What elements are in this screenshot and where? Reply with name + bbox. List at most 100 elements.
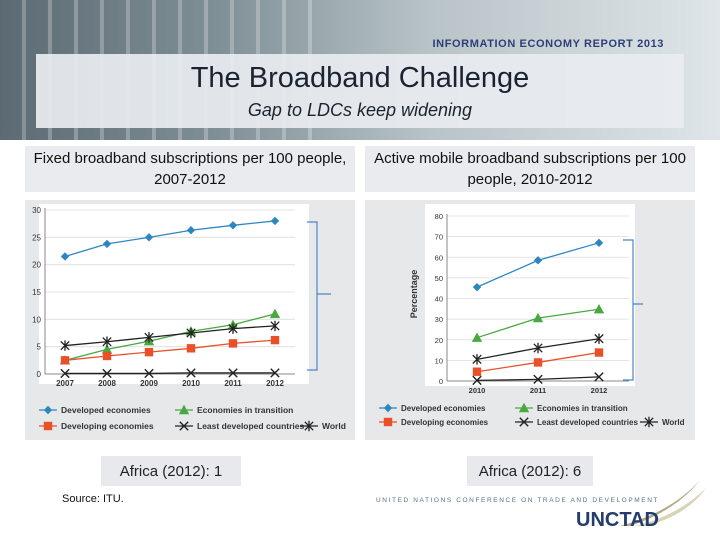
title-box: [36, 54, 684, 128]
chart-title-fixed: Fixed broadband subscriptions per 100 pe…: [25, 146, 355, 192]
point-economies-in-transition: [101, 344, 113, 354]
report-title: INFORMATION ECONOMY REPORT 2013: [432, 38, 664, 50]
plot-area: [39, 204, 309, 384]
legend-marker-world: [304, 420, 314, 432]
series-line-world: [64, 325, 276, 347]
y-axis-label: Percentage: [409, 270, 419, 319]
gap-bracket: [307, 221, 331, 371]
legend-label: World: [322, 421, 346, 431]
point-world: [594, 333, 604, 344]
x-tick-label: 2009: [140, 379, 158, 388]
point-developed-economies: [102, 239, 112, 249]
x-tick-label: 2010: [469, 386, 486, 395]
page-subtitle: Gap to LDCs keep widening: [247, 100, 473, 120]
point-developed-economies: [144, 233, 154, 242]
point-developed-economies: [270, 216, 280, 226]
point-economies-in-transition: [269, 308, 281, 319]
point-world: [144, 332, 154, 343]
point-developed-economies: [472, 282, 482, 292]
legend-label: Developed economies: [61, 405, 151, 415]
y-tick-label: 20: [32, 261, 41, 270]
legend-marker-world: [644, 416, 654, 428]
point-developing-economies: [594, 348, 604, 357]
chart-fixed-svg: 0 5 10 15 20 25 30 2007 2008 2009 2010 2011 2012 Deve…: [32, 204, 346, 432]
point-least-developed-countries: [144, 368, 154, 379]
point-developed-economies: [594, 238, 604, 248]
series-line-least-developed-countries: [65, 372, 275, 375]
y-tick-label: 0: [439, 377, 443, 386]
y-tick-label: 10: [32, 315, 41, 324]
source-note: Source: ITU.: [62, 493, 124, 505]
legend-label: Least developed countries: [537, 418, 638, 427]
point-least-developed-countries: [102, 368, 112, 379]
point-developed-economies: [186, 226, 196, 235]
point-world: [228, 323, 238, 334]
y-tick-label: 5: [37, 343, 42, 352]
point-developing-economies: [533, 358, 543, 367]
point-least-developed-countries: [594, 372, 604, 382]
y-tick-label: 0: [37, 370, 42, 379]
y-tick-label: 50: [435, 274, 443, 283]
point-world: [60, 340, 70, 351]
point-world: [186, 327, 196, 339]
legend-label: World: [662, 418, 685, 427]
y-tick-label: 80: [435, 212, 443, 221]
series-line-developing-economies: [64, 339, 276, 361]
point-developing-economies: [186, 344, 196, 353]
chart-fixed-broadband: 0 5 10 15 20 25 30 2007 2008 2009 2010 2011 2012 Deve…: [25, 200, 355, 440]
gap-bracket: [623, 239, 643, 381]
africa-note-fixed: Africa (2012): 1: [101, 456, 241, 486]
legend-marker-least-developed-countries: [519, 417, 529, 427]
legend-label: Economies in transition: [537, 404, 628, 413]
y-tick-label: 60: [435, 253, 443, 262]
page-title: The Broadband Challenge: [190, 62, 530, 94]
y-tick-label: 10: [435, 356, 443, 365]
legend-marker-least-developed-countries: [179, 421, 189, 431]
chart-mobile-svg: 0 10 20 30 40 50 60 70 80 2010 2011 2012 Percentage D…: [379, 204, 685, 428]
point-world: [472, 354, 482, 365]
y-tick-label: 20: [435, 336, 443, 345]
point-world: [533, 342, 543, 354]
point-developing-economies: [270, 335, 280, 345]
x-tick-label: 2012: [591, 386, 608, 395]
legend-marker-economies-in-transition: [518, 402, 530, 413]
x-tick-label: 2012: [266, 379, 284, 388]
point-economies-in-transition: [593, 304, 605, 314]
x-tick-label: 2011: [224, 379, 242, 388]
point-least-developed-countries: [472, 375, 482, 386]
point-developing-economies: [228, 339, 238, 348]
legend-marker-developing-economies: [383, 417, 393, 427]
series-line-developed-economies: [64, 220, 276, 258]
legend-label: Developed economies: [401, 404, 486, 413]
point-least-developed-countries: [60, 368, 70, 379]
legend-marker-developed-economies: [383, 403, 393, 413]
point-developing-economies: [144, 347, 154, 357]
point-economies-in-transition: [532, 312, 544, 323]
point-developing-economies: [60, 356, 70, 365]
point-least-developed-countries: [270, 368, 280, 378]
point-developed-economies: [60, 252, 70, 261]
plot-area: [425, 204, 635, 386]
y-tick-label: 70: [435, 233, 443, 242]
point-least-developed-countries: [228, 368, 238, 378]
point-developing-economies: [102, 351, 112, 361]
x-tick-label: 2010: [182, 379, 200, 388]
chart-title-mobile: Active mobile broadband subscriptions pe…: [365, 146, 695, 192]
unctad-logo: UNCTAD: [576, 509, 659, 531]
point-developed-economies: [228, 221, 238, 230]
series-line-economies-in-transition: [64, 313, 276, 361]
footer-org-name: UNITED NATIONS CONFERENCE ON TRADE AND D…: [376, 497, 660, 504]
y-tick-label: 30: [32, 206, 41, 215]
x-tick-label: 2007: [56, 379, 74, 388]
point-least-developed-countries: [186, 368, 196, 378]
point-developing-economies: [472, 367, 482, 376]
legend-marker-developing-economies: [43, 421, 53, 431]
legend-label: Economies in transition: [197, 405, 293, 415]
y-tick-label: 30: [435, 315, 443, 324]
x-tick-label: 2008: [98, 379, 116, 388]
y-tick-label: 15: [32, 288, 41, 297]
legend-label: Developing economies: [401, 418, 489, 427]
y-tick-label: 25: [32, 233, 41, 242]
point-developed-economies: [533, 256, 543, 265]
point-world: [270, 320, 280, 332]
